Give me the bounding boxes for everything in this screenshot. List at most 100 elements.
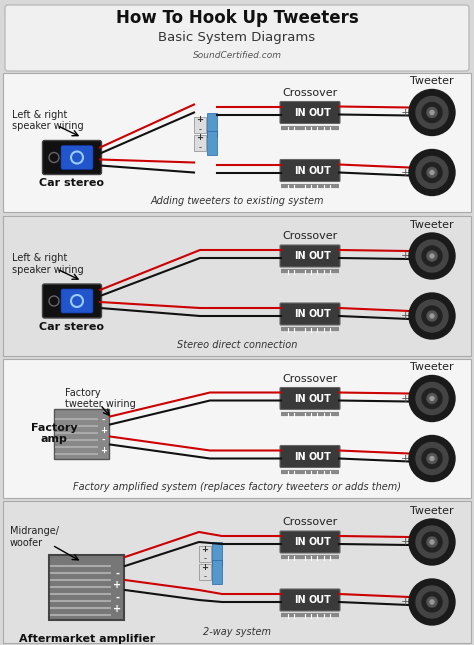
Text: +: + <box>197 133 203 142</box>
Text: -: - <box>203 555 207 564</box>
Circle shape <box>422 592 442 612</box>
FancyBboxPatch shape <box>280 531 340 553</box>
Text: Tweeter: Tweeter <box>410 220 454 230</box>
Circle shape <box>409 233 455 279</box>
Circle shape <box>409 435 455 482</box>
Circle shape <box>416 382 448 415</box>
FancyBboxPatch shape <box>280 159 340 181</box>
Text: -: - <box>199 125 201 134</box>
FancyBboxPatch shape <box>280 446 340 468</box>
FancyBboxPatch shape <box>3 216 471 356</box>
Circle shape <box>416 442 448 475</box>
FancyBboxPatch shape <box>55 408 109 459</box>
FancyBboxPatch shape <box>3 359 471 498</box>
Text: -: - <box>116 568 119 579</box>
Circle shape <box>427 393 437 404</box>
Circle shape <box>409 519 455 565</box>
Text: +: + <box>401 108 410 117</box>
Text: -: - <box>199 143 201 152</box>
Text: How To Hook Up Tweeters: How To Hook Up Tweeters <box>116 9 358 27</box>
Text: IN: IN <box>294 595 306 605</box>
FancyBboxPatch shape <box>207 130 217 155</box>
Circle shape <box>427 108 437 117</box>
Circle shape <box>430 110 434 115</box>
Circle shape <box>427 537 437 547</box>
FancyBboxPatch shape <box>43 141 101 175</box>
FancyBboxPatch shape <box>43 284 101 318</box>
Text: Tweeter: Tweeter <box>410 77 454 86</box>
Text: +: + <box>197 115 203 124</box>
FancyBboxPatch shape <box>5 5 469 71</box>
Circle shape <box>409 375 455 421</box>
FancyBboxPatch shape <box>207 112 217 137</box>
Text: Factory
amp: Factory amp <box>31 422 77 444</box>
Text: OUT: OUT <box>309 451 331 462</box>
Text: Car stereo: Car stereo <box>39 179 104 188</box>
Text: Aftermarket amplifier: Aftermarket amplifier <box>19 634 155 644</box>
FancyBboxPatch shape <box>199 564 211 580</box>
Circle shape <box>409 579 455 625</box>
Text: Basic System Diagrams: Basic System Diagrams <box>158 32 316 45</box>
Circle shape <box>427 251 437 261</box>
Text: Left & right
speaker wiring: Left & right speaker wiring <box>12 253 83 275</box>
Circle shape <box>416 97 448 128</box>
Circle shape <box>430 170 434 175</box>
Circle shape <box>409 293 455 339</box>
FancyBboxPatch shape <box>49 555 125 619</box>
Text: +: + <box>113 580 121 591</box>
Circle shape <box>422 163 442 183</box>
Text: SoundCertified.com: SoundCertified.com <box>192 50 282 59</box>
Circle shape <box>416 157 448 188</box>
Text: +: + <box>401 453 410 464</box>
Text: Crossover: Crossover <box>283 231 337 241</box>
Text: IN: IN <box>294 451 306 462</box>
Text: Tweeter: Tweeter <box>410 362 454 373</box>
Text: Factory amplified system (replaces factory tweeters or adds them): Factory amplified system (replaces facto… <box>73 482 401 492</box>
Circle shape <box>427 597 437 607</box>
Text: OUT: OUT <box>309 166 331 175</box>
Text: Crossover: Crossover <box>283 373 337 384</box>
Text: +: + <box>401 597 410 607</box>
Circle shape <box>430 397 434 401</box>
Text: +: + <box>100 426 107 435</box>
Text: -: - <box>116 593 119 602</box>
Text: OUT: OUT <box>309 108 331 117</box>
Text: -: - <box>203 573 207 582</box>
Circle shape <box>430 540 434 544</box>
Circle shape <box>422 448 442 468</box>
Circle shape <box>409 90 455 135</box>
FancyBboxPatch shape <box>3 501 471 643</box>
FancyBboxPatch shape <box>212 542 222 566</box>
Circle shape <box>427 311 437 321</box>
FancyBboxPatch shape <box>3 73 471 212</box>
FancyBboxPatch shape <box>194 135 206 150</box>
Circle shape <box>416 240 448 272</box>
Circle shape <box>409 150 455 195</box>
Circle shape <box>416 586 448 618</box>
Text: OUT: OUT <box>309 251 331 261</box>
Text: -: - <box>102 436 105 445</box>
Circle shape <box>422 246 442 266</box>
Circle shape <box>430 314 434 318</box>
Text: IN: IN <box>294 108 306 117</box>
Text: 2-way system: 2-way system <box>203 627 271 637</box>
FancyBboxPatch shape <box>61 146 93 170</box>
Text: OUT: OUT <box>309 537 331 547</box>
Text: +: + <box>401 168 410 177</box>
Circle shape <box>427 453 437 464</box>
Circle shape <box>422 388 442 408</box>
Text: IN: IN <box>294 537 306 547</box>
FancyBboxPatch shape <box>280 101 340 123</box>
Circle shape <box>422 306 442 326</box>
Text: +: + <box>401 537 410 547</box>
FancyBboxPatch shape <box>280 388 340 410</box>
Text: Midrange/
woofer: Midrange/ woofer <box>10 526 59 548</box>
Text: +: + <box>113 604 121 615</box>
FancyBboxPatch shape <box>194 117 206 132</box>
Text: +: + <box>100 446 107 455</box>
Text: OUT: OUT <box>309 309 331 319</box>
Text: Adding tweeters to existing system: Adding tweeters to existing system <box>150 196 324 206</box>
Text: IN: IN <box>294 393 306 404</box>
FancyBboxPatch shape <box>212 560 222 584</box>
Text: +: + <box>201 562 209 571</box>
